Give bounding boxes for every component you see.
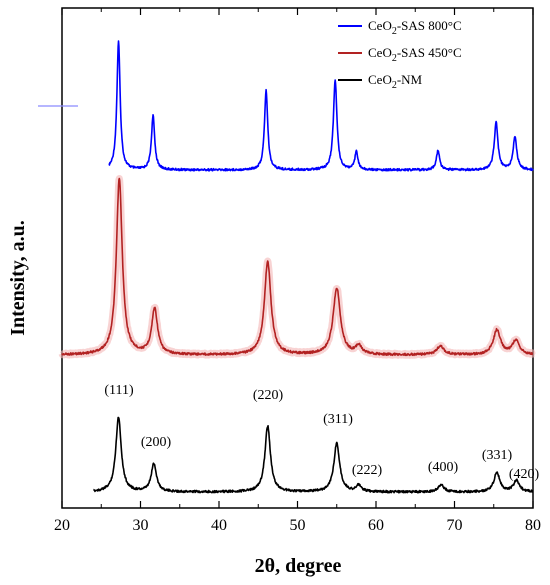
series-line-nm bbox=[92, 416, 534, 494]
peak-label: (331) bbox=[482, 448, 513, 463]
x-tick-label: 40 bbox=[211, 517, 227, 534]
x-tick-label: 60 bbox=[368, 517, 384, 534]
series-layer bbox=[58, 40, 537, 494]
series-line-sas-800 bbox=[108, 40, 534, 172]
peak-label: (200) bbox=[141, 435, 172, 450]
x-tick-label: 80 bbox=[525, 517, 541, 534]
x-axis-title: 2θ, degree bbox=[255, 555, 342, 577]
x-tick-label: 20 bbox=[54, 517, 70, 534]
peak-label: (111) bbox=[104, 383, 134, 398]
plot-frame bbox=[61, 7, 534, 509]
legend-label: CeO2-SAS 450°C bbox=[368, 45, 462, 64]
peak-label: (420) bbox=[509, 467, 540, 482]
x-tick-label: 30 bbox=[133, 517, 149, 534]
plot-area: 20 30 40 50 60 70 80 bbox=[38, 7, 541, 534]
peak-label: (220) bbox=[253, 388, 284, 403]
peak-label: (311) bbox=[323, 412, 353, 427]
x-tick-label: 50 bbox=[290, 517, 306, 534]
peak-label: (400) bbox=[428, 460, 459, 475]
y-axis-title: Intensity, a.u. bbox=[7, 220, 29, 336]
series-line-sas-450 bbox=[61, 177, 534, 357]
peak-label-layer: (111) (200) (220) (311) (222) (400) (331) (420) bbox=[104, 383, 539, 482]
series-halo-sas-450 bbox=[58, 175, 537, 359]
legend-label: CeO2-SAS 800°C bbox=[368, 18, 462, 37]
x-tick-label: 70 bbox=[447, 517, 463, 534]
legend: CeO2-SAS 800°C CeO2-SAS 450°C CeO2-NM bbox=[338, 18, 462, 91]
legend-label: CeO2-NM bbox=[368, 72, 423, 91]
peak-label: (222) bbox=[352, 463, 383, 478]
